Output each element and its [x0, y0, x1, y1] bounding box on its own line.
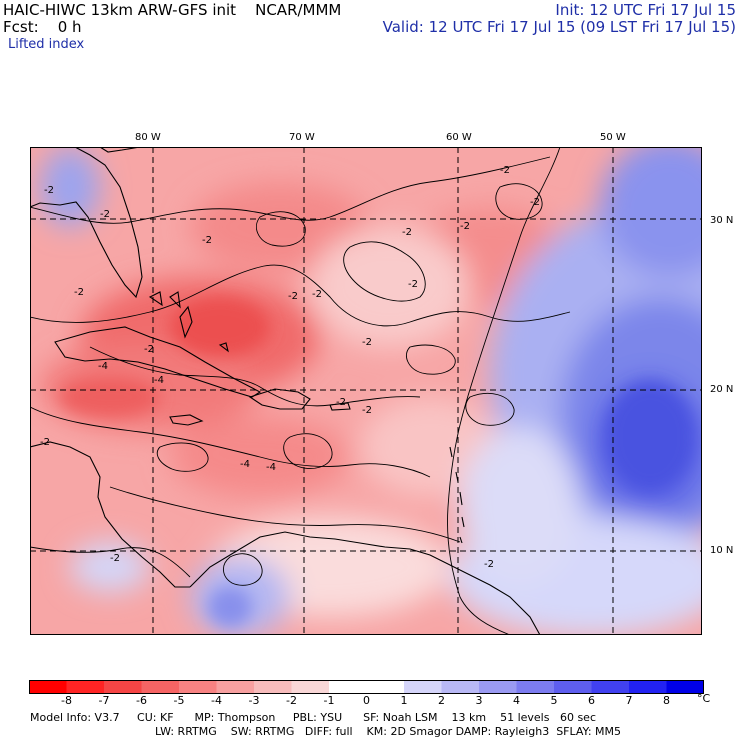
colorbar-tick-label: 8 — [663, 694, 670, 707]
model-title: HAIC-HIWC 13km ARW-GFS init NCAR/MMM — [3, 1, 342, 19]
contour-label: -2 — [336, 397, 346, 408]
colorbar-tick-label: -4 — [211, 694, 222, 707]
contour-label: -2 — [100, 209, 110, 220]
contour-label: -2 — [362, 337, 372, 348]
coastlines — [30, 147, 541, 635]
contour-label: -2 — [500, 165, 510, 176]
colorbar-swatch — [141, 680, 180, 694]
contour-label: -4 — [266, 462, 276, 473]
contour-label: -2 — [362, 405, 372, 416]
colorbar-swatch — [291, 680, 330, 694]
lon-label-50w: 50 W — [600, 132, 626, 143]
contour-label: -2 — [110, 553, 120, 564]
forecast-hour: Fcst: 0 h — [3, 18, 82, 36]
colorbar-tick-label: 0 — [363, 694, 370, 707]
colorbar-swatch — [441, 680, 480, 694]
contour-label: -2 — [402, 227, 412, 238]
colorbar-swatch — [404, 680, 442, 694]
colorbar-tick-label: 6 — [588, 694, 595, 707]
colorbar-tick-label: 1 — [400, 694, 408, 707]
colorbar-swatch — [629, 680, 667, 694]
init-time: Init: 12 UTC Fri 17 Jul 15 — [555, 1, 736, 19]
contour-label: -2 — [44, 185, 54, 196]
lat-label-20n: 20 N — [710, 384, 734, 395]
colorbar-tick-label: 7 — [625, 694, 633, 707]
contour-label: -2 — [530, 197, 540, 208]
colorbar-tick-label: 3 — [475, 694, 483, 707]
colorbar-tick-label: 5 — [550, 694, 558, 707]
colorbar-tick-label: -7 — [98, 694, 110, 707]
lat-label-10n: 10 N — [710, 545, 734, 556]
colorbar-tick-label: -1 — [323, 694, 335, 707]
contour-label: -2 — [144, 344, 154, 355]
colorbar — [29, 680, 704, 694]
colorbar-swatch — [554, 680, 592, 694]
field-name: Lifted index — [8, 37, 85, 52]
colorbar-swatch — [179, 680, 217, 694]
colorbar-unit: °C — [697, 692, 711, 705]
contour-label: -2 — [484, 559, 494, 570]
contour-label: -2 — [312, 289, 322, 300]
colorbar-tick-label: 2 — [438, 694, 445, 707]
colorbar-swatch — [366, 680, 405, 694]
colorbar-swatch — [479, 680, 517, 694]
contour-label: -2 — [74, 287, 84, 298]
valid-time: Valid: 12 UTC Fri 17 Jul 15 (09 LST Fri … — [382, 18, 736, 36]
lifted-index-map: -2 -2 -2 -2 -2 -2 -2 -2 -2 -2 -2 -2 -2 -… — [30, 147, 702, 635]
colorbar-swatch — [516, 680, 555, 694]
colorbar-swatch — [216, 680, 255, 694]
colorbar-swatch — [666, 680, 704, 694]
colorbar-swatch — [104, 680, 142, 694]
colorbar-swatch — [254, 680, 292, 694]
lon-label-60w: 60 W — [446, 132, 472, 143]
colorbar-tick-label: 4 — [513, 694, 520, 707]
contour-label: -2 — [202, 235, 212, 246]
colorbar-swatch — [591, 680, 630, 694]
lon-label-70w: 70 W — [289, 132, 315, 143]
contour-label: -4 — [98, 361, 108, 372]
colorbar-tick-label: -5 — [173, 694, 185, 707]
contours — [30, 147, 571, 635]
colorbar-swatch — [29, 680, 67, 694]
contour-label: -4 — [240, 459, 250, 470]
contour-label: -2 — [408, 279, 418, 290]
field-patches — [40, 147, 702, 635]
contour-label: -2 — [40, 437, 50, 448]
model-info-line2: LW: RRTMG SW: RRTMG DIFF: full KM: 2D Sm… — [155, 725, 621, 738]
contour-label: -4 — [154, 375, 164, 386]
colorbar-swatch — [329, 680, 367, 694]
contour-label: -2 — [288, 291, 298, 302]
contour-label: -2 — [460, 221, 470, 232]
lon-label-80w: 80 W — [135, 132, 161, 143]
colorbar-tick-label: -2 — [286, 694, 297, 707]
colorbar-tick-label: -6 — [136, 694, 147, 707]
lat-label-30n: 30 N — [710, 215, 734, 226]
graticule — [30, 147, 702, 635]
model-info-line1: Model Info: V3.7 CU: KF MP: Thompson PBL… — [30, 711, 596, 724]
colorbar-tick-label: -8 — [61, 694, 72, 707]
colorbar-tick-label: -3 — [248, 694, 260, 707]
colorbar-swatch — [66, 680, 105, 694]
